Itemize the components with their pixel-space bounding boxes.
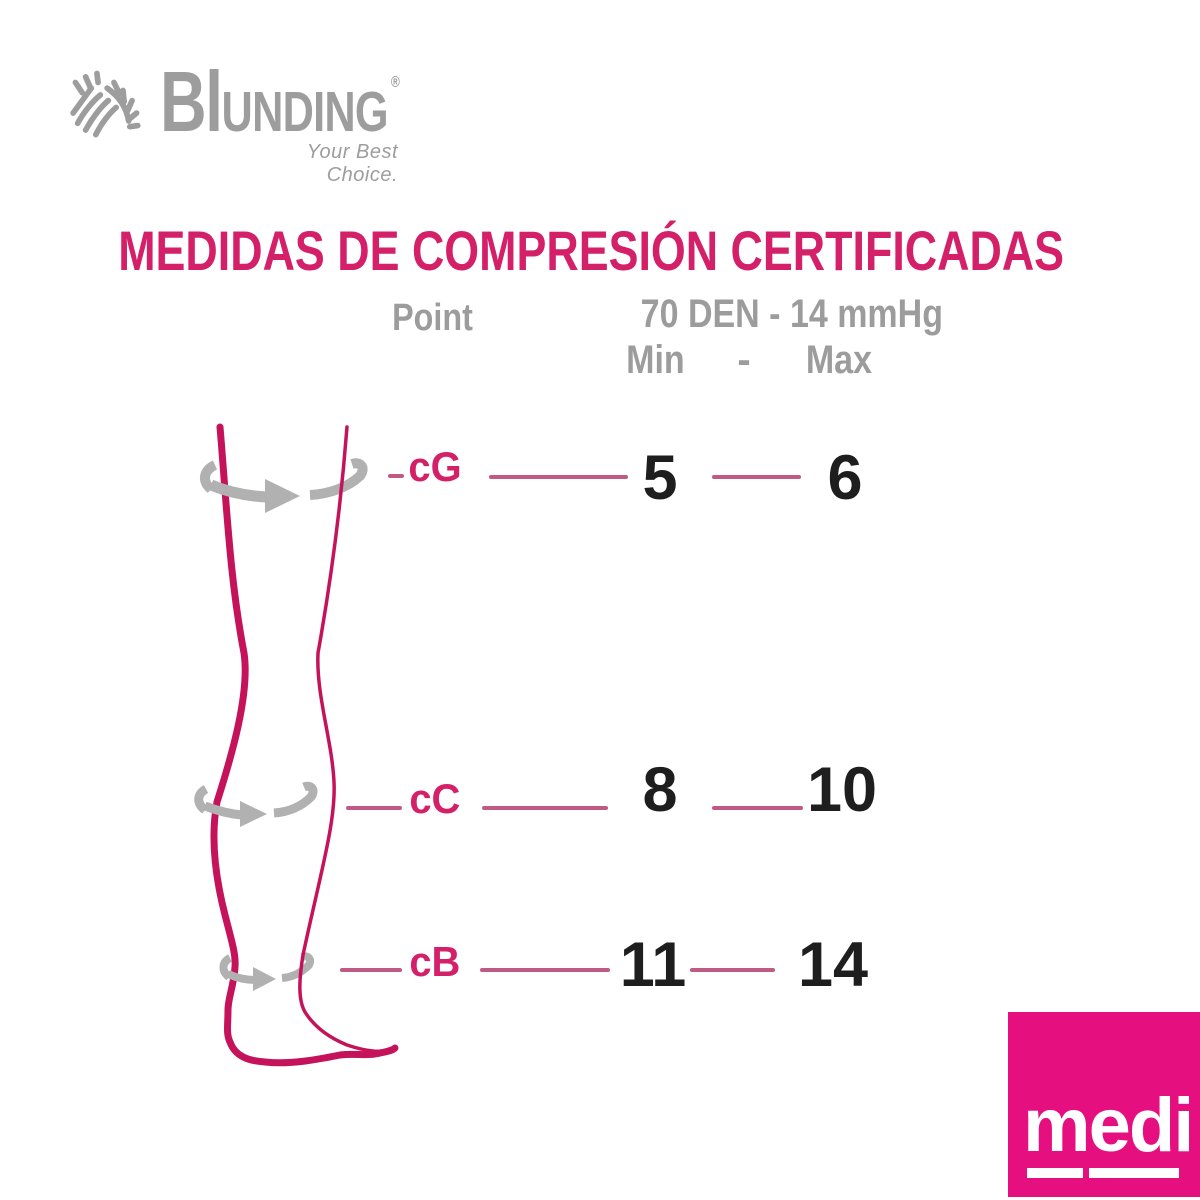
point-label: cG [408,443,462,490]
range-separator: - [737,338,751,382]
point-label: cC [409,775,461,822]
pointer-line [388,474,404,478]
value-line [489,475,628,479]
min-value: 5 [642,443,678,513]
min-value: 8 [642,755,678,825]
leg-diagram [194,423,399,1067]
max-value: 6 [827,443,863,513]
yarn-ball-icon [70,70,141,138]
brand-tagline: Your Best Choice. [306,141,398,186]
medi-underline [1089,1168,1179,1178]
medi-logo [1008,1012,1200,1197]
column-header-max: Max [805,338,873,382]
brand-name-lead: Bl [160,55,223,150]
value-line [480,968,610,972]
point-label: cB [409,938,461,985]
pointer-line [346,806,402,810]
medi-underline [1027,1168,1083,1178]
registered-mark: ® [390,74,400,91]
leg-front-outline [298,425,397,1054]
value-line [712,806,803,810]
max-value: 10 [806,755,878,825]
rotation-arrow-cg [199,458,368,513]
medi-logo-text: medi [1023,1083,1194,1168]
column-header-min: Min [625,338,685,382]
min-value: 11 [619,930,687,1000]
rotation-arrow-cc [194,781,318,827]
value-line [690,968,775,972]
max-value: 14 [797,930,869,1000]
column-header-point: Point [391,297,473,339]
brand-name-rest: UNDING [221,80,389,144]
column-header-compression: 70 DEN - 14 mmHg [640,292,943,336]
page-title: MEDIDAS DE COMPRESIÓN CERTIFICADAS [118,219,1065,282]
value-line [712,475,801,479]
rotation-arrow-cb [219,952,314,991]
value-line [482,806,608,810]
brand-wordmark: BlUNDING ® [160,60,476,145]
pointer-line [340,968,402,972]
